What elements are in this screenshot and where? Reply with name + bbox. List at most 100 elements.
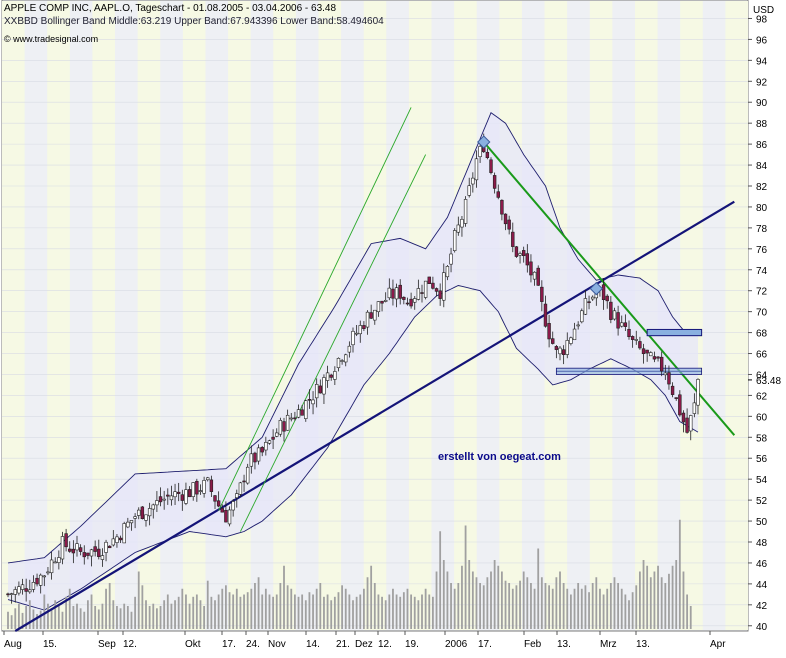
candle-body (590, 296, 595, 300)
volume-bar (642, 560, 645, 629)
watermark-text: erstellt von oegeat.com (438, 451, 561, 463)
volume-bar (544, 583, 547, 629)
volume-bar (631, 592, 634, 629)
volume-bar (250, 588, 253, 629)
y-tick-label: 54 (756, 475, 768, 486)
y-tick-label: 76 (756, 245, 768, 256)
y-tick-label: 48 (756, 538, 768, 549)
volume-bar (17, 603, 20, 629)
candle-body (525, 253, 530, 266)
volume-bar (145, 600, 147, 629)
candle-body (514, 246, 519, 257)
candle-body (195, 480, 199, 495)
volume-bar (54, 600, 57, 629)
volume-bar (323, 596, 325, 629)
volume-bar (72, 606, 75, 629)
candle-body (605, 295, 609, 302)
candle-body (151, 504, 155, 510)
volume-bar (362, 588, 365, 629)
candle-body (445, 266, 450, 278)
y-tick-label: 62 (756, 391, 768, 402)
volume-bar (312, 594, 314, 629)
volume-bar (613, 577, 616, 629)
volume-bar (548, 585, 551, 629)
candle-body (394, 287, 399, 300)
candle-body (238, 482, 243, 495)
volume-bar (628, 600, 630, 629)
candle-body (652, 356, 657, 360)
candle-body (6, 593, 10, 596)
candle-body (162, 498, 166, 501)
volume-bar (678, 519, 681, 629)
y-tick-label: 96 (756, 35, 768, 46)
x-tick-label: 24. (246, 639, 260, 650)
candle-body (260, 447, 264, 453)
volume-bar (166, 594, 169, 629)
candle-body (307, 399, 312, 401)
volume-bar (348, 594, 351, 629)
volume-bar (384, 600, 387, 629)
volume-bar (580, 588, 583, 629)
candle-body (427, 276, 431, 284)
volume-bar (83, 611, 86, 629)
volume-bar (283, 565, 285, 629)
candle-body (376, 301, 381, 313)
volume-bar (297, 596, 300, 629)
volume-bar (530, 583, 532, 629)
period-band (454, 1, 477, 630)
volume-bar (566, 588, 569, 629)
candle-body (93, 546, 97, 552)
volume-bar (584, 585, 587, 629)
volume-bar (21, 612, 24, 629)
volume-bar (511, 588, 514, 629)
volume-bar (43, 594, 46, 629)
candle-body (271, 436, 275, 440)
candle-body (496, 191, 500, 198)
volume-bar (366, 577, 369, 629)
volume-bar (152, 603, 155, 629)
downtrend-line (482, 141, 736, 436)
volume-bar (126, 606, 129, 629)
y-tick-label: 82 (756, 182, 768, 193)
candle-body (565, 340, 569, 355)
pivot-marker (477, 135, 491, 149)
candle-body (344, 354, 348, 363)
volume-bar (116, 606, 118, 629)
candle-body (166, 494, 170, 497)
volume-bar (635, 585, 638, 629)
candle-body (64, 533, 68, 548)
candle-body (630, 336, 635, 340)
candle-body (467, 185, 471, 196)
volume-bar (137, 571, 140, 629)
candle-body (60, 536, 65, 560)
candle-body (46, 571, 50, 574)
y-tick-label: 90 (756, 98, 768, 109)
candle-body (420, 292, 424, 294)
candle-body (678, 394, 682, 416)
volume-bar (638, 571, 641, 629)
candle-body (449, 253, 453, 265)
volume-bar (119, 608, 122, 629)
volume-bar (221, 588, 224, 629)
candle-body (256, 447, 261, 462)
volume-bar (344, 588, 347, 629)
candle-body (115, 536, 119, 543)
candle-body (452, 230, 457, 251)
x-tick-label: Feb (524, 639, 542, 650)
volume-bar (293, 594, 296, 629)
candle-body (620, 322, 624, 327)
y-tick-label: 68 (756, 329, 768, 340)
volume-bar (453, 588, 456, 629)
candle-body (49, 559, 54, 574)
candle-body (126, 521, 130, 528)
candle-body (213, 495, 217, 502)
candle-body (314, 384, 319, 399)
candle-body (231, 501, 235, 511)
volume-bar (65, 596, 68, 629)
volume-bar (435, 571, 438, 629)
candle-body (86, 552, 90, 556)
candle-body (20, 584, 25, 590)
volume-bar (235, 588, 238, 629)
volume-bar (533, 588, 536, 629)
candle-body (413, 298, 417, 303)
